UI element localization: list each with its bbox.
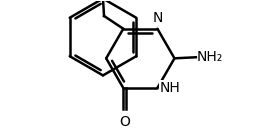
Text: NH: NH <box>160 81 181 95</box>
Text: N: N <box>152 11 163 25</box>
Text: O: O <box>119 115 130 129</box>
Text: NH₂: NH₂ <box>197 50 223 64</box>
Text: NH: NH <box>160 81 181 95</box>
Text: N: N <box>152 12 163 26</box>
